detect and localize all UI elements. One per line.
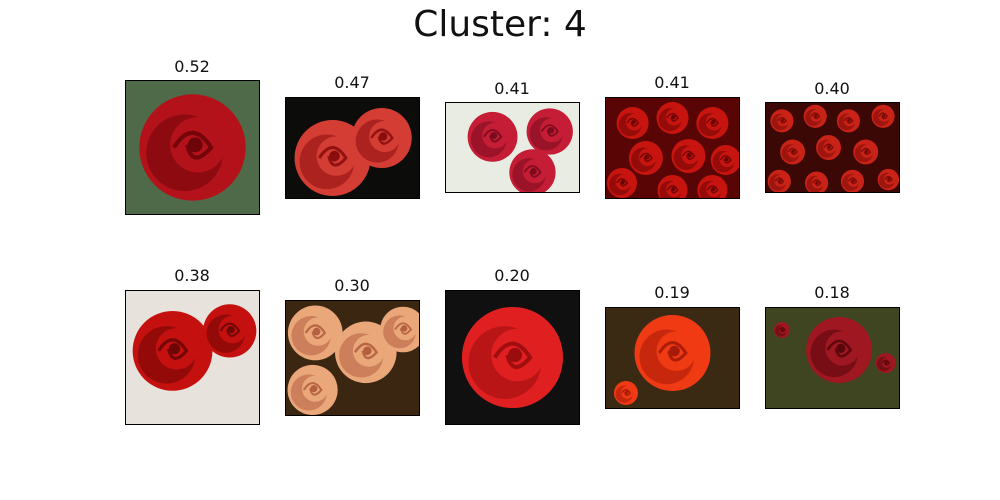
red-rose-closeup-image	[126, 81, 259, 214]
score-label: 0.38	[174, 266, 210, 285]
rose-thumbnail	[125, 290, 260, 425]
score-label: 0.19	[654, 283, 690, 302]
score-label: 0.18	[814, 283, 850, 302]
peach-roses-image	[286, 301, 419, 415]
rose-thumbnail	[445, 290, 580, 425]
score-label: 0.52	[174, 57, 210, 76]
rose-thumbnail	[285, 97, 420, 199]
red-roses-bouquet-image	[606, 98, 739, 198]
orange-red-rose-image	[606, 308, 739, 408]
score-label: 0.41	[494, 79, 530, 98]
rose-thumbnail	[765, 102, 900, 193]
dark-red-rose-buds-image	[766, 308, 899, 408]
red-roses-white-flowers-image	[446, 103, 579, 192]
single-red-rose-image	[446, 291, 579, 424]
score-label: 0.47	[334, 73, 370, 92]
score-label: 0.40	[814, 79, 850, 98]
figure-title: Cluster: 4	[413, 4, 587, 45]
rose-thumbnail	[765, 307, 900, 409]
rose-thumbnail	[605, 97, 740, 199]
score-label: 0.20	[494, 266, 530, 285]
red-roses-pair-image	[126, 291, 259, 424]
score-label: 0.41	[654, 73, 690, 92]
rose-thumbnail	[605, 307, 740, 409]
red-roses-field-image	[766, 103, 899, 192]
rose-thumbnail	[125, 80, 260, 215]
rose-thumbnail	[285, 300, 420, 416]
rose-thumbnail	[445, 102, 580, 193]
score-label: 0.30	[334, 276, 370, 295]
red-rose-side-image	[286, 98, 419, 198]
